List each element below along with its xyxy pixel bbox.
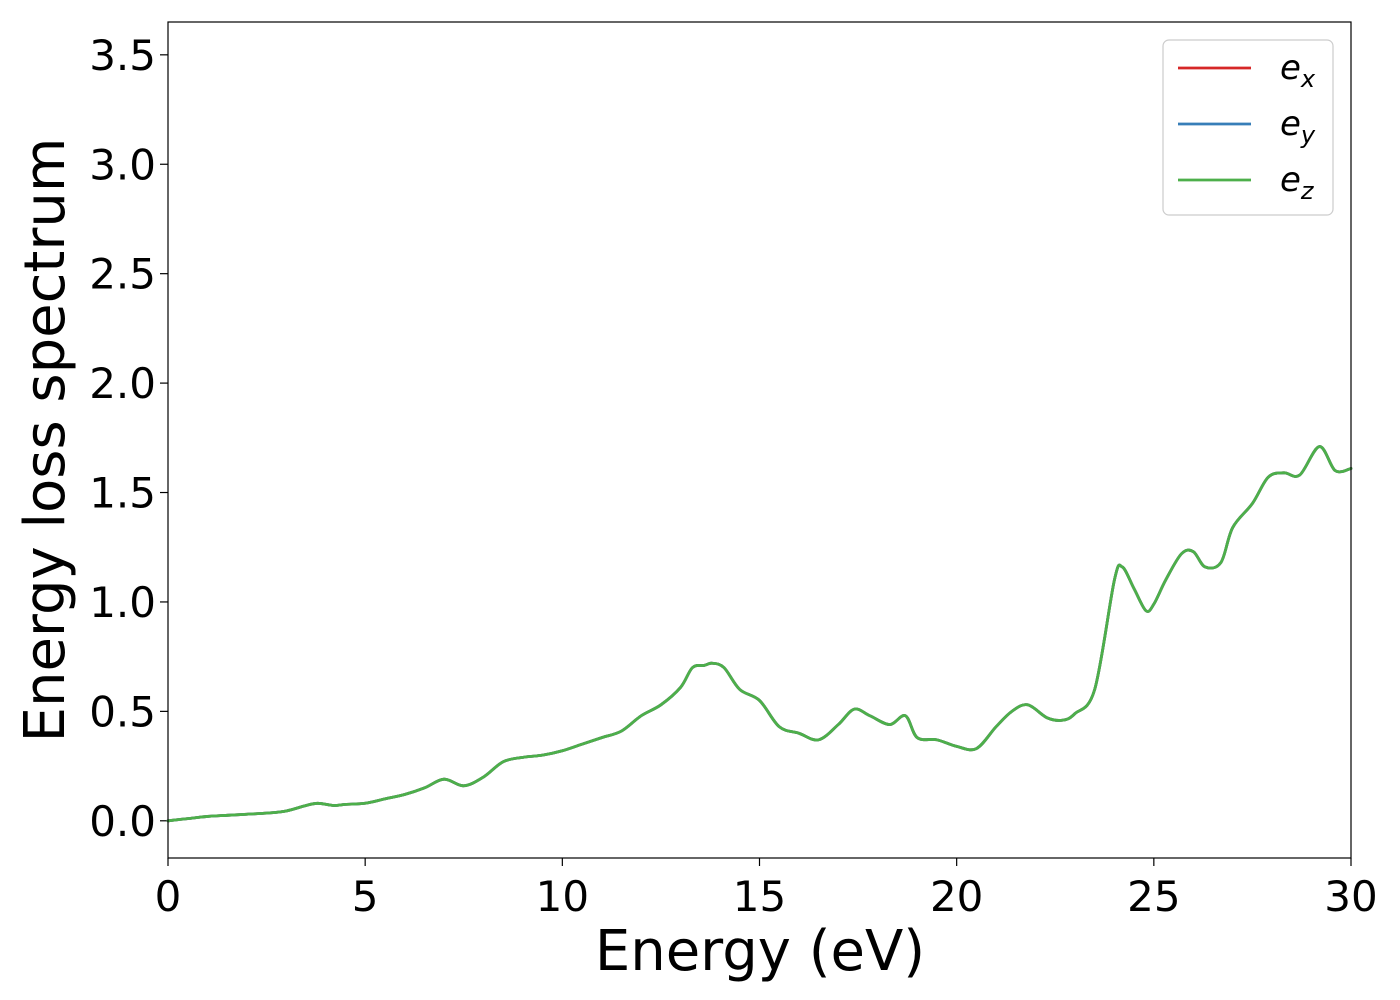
x-tick-label: 10: [536, 872, 589, 921]
plot-frame: [167, 21, 1352, 859]
legend-label-z: ez: [1280, 160, 1315, 205]
y-tick-label: 3.5: [89, 31, 156, 80]
x-tick-label: 25: [1127, 872, 1180, 921]
y-tick-label: 1.0: [89, 578, 156, 627]
series-line-x: [166, 445, 1353, 823]
x-tick-label: 20: [930, 872, 983, 921]
x-tick-label: 5: [352, 872, 379, 921]
y-tick-label: 0.0: [89, 797, 156, 846]
y-axis-label: Energy loss spectrum: [13, 138, 78, 743]
series-line-z: [166, 445, 1353, 823]
y-tick-label: 1.5: [89, 469, 156, 518]
x-axis-label: Energy (eV): [595, 919, 925, 984]
x-tick-label: 30: [1324, 872, 1377, 921]
legend-label-y: ey: [1280, 104, 1316, 149]
x-tick-label: 15: [733, 872, 786, 921]
y-tick-label: 2.0: [89, 359, 156, 408]
series-layer: [166, 445, 1353, 823]
series-line-y: [166, 445, 1353, 823]
y-axis-ticks: 0.0 0.5 1.0 1.5 2.0 2.5 3.0 3.5: [89, 31, 168, 846]
legend-label-x: ex: [1280, 48, 1316, 93]
x-tick-label: 0: [155, 872, 182, 921]
y-tick-label: 0.5: [89, 687, 156, 736]
y-tick-label: 3.0: [89, 140, 156, 189]
legend: ex ey ez: [1162, 39, 1334, 216]
legend-items: ex ey ez: [1178, 48, 1316, 205]
y-tick-label: 2.5: [89, 250, 156, 299]
x-axis-ticks: 0 5 10 15 20 25 30: [155, 858, 1378, 921]
legend-box: [1162, 39, 1334, 216]
